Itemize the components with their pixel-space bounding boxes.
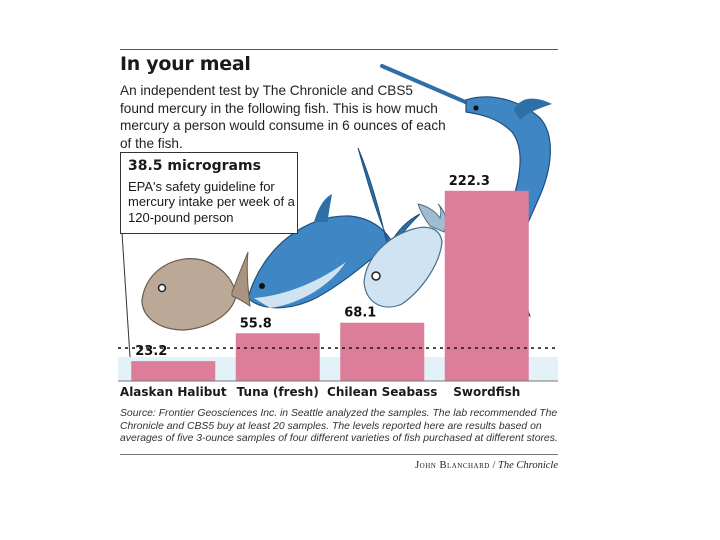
tuna-tail	[357, 147, 421, 249]
value-labels-layer: 23.2 55.8 68.1 222.3	[135, 174, 490, 359]
value-label-tuna-fresh: 55.8	[240, 316, 272, 331]
tuna-illustration	[247, 147, 421, 309]
callout-leader-line	[121, 232, 131, 358]
bar-swordfish	[444, 190, 529, 381]
halibut-eye	[157, 283, 167, 293]
value-label-alaskan-halibut: 23.2	[135, 344, 167, 359]
category-label-alaskan-halibut: Alaskan Halibut	[120, 385, 227, 399]
credit-line: John Blanchard / The Chronicle	[415, 460, 558, 471]
halibut-body	[141, 258, 237, 331]
swordfish-bill	[380, 64, 472, 106]
seabass-eye	[371, 271, 381, 281]
bar-chilean-seabass	[340, 322, 425, 381]
category-label-chilean-seabass: Chilean Seabass	[327, 385, 437, 399]
guideline-value: 38.5 micrograms	[128, 158, 261, 174]
category-label-tuna-fresh: Tuna (fresh)	[237, 385, 319, 399]
value-label-swordfish: 222.3	[449, 174, 490, 189]
bar-tuna-fresh	[235, 333, 320, 381]
category-label-swordfish: Swordfish	[453, 385, 520, 399]
tuna-eye	[259, 283, 265, 289]
bar-alaskan-halibut	[131, 361, 216, 381]
seabass-tail	[417, 203, 447, 233]
graphic-title: In your meal	[120, 53, 251, 75]
bars-layer	[131, 190, 529, 381]
guideline-callout: 38.5 micrograms EPA's safety guideline f…	[120, 152, 298, 234]
bottom-rule	[120, 454, 558, 455]
source-note: Source: Frontier Geosciences Inc. in Sea…	[120, 408, 558, 445]
seabass-body	[363, 226, 443, 308]
credit-separator: /	[489, 460, 499, 471]
halibut-tail	[231, 251, 251, 308]
halibut-illustration	[141, 251, 251, 331]
swordfish-dorsal-fin	[514, 98, 552, 120]
intro-text: An independent test by The Chronicle and…	[120, 83, 446, 151]
value-label-chilean-seabass: 68.1	[344, 306, 376, 321]
guideline-description: EPA's safety guideline for mercury intak…	[128, 179, 295, 225]
swordfish-eye	[473, 105, 479, 111]
tuna-dorsal-fin	[314, 194, 332, 222]
top-rule	[120, 49, 558, 50]
category-labels-layer: Alaskan Halibut Tuna (fresh) Chilean Seaba…	[120, 385, 520, 399]
seabass-illustration	[363, 203, 447, 308]
credit-publication: The Chronicle	[498, 460, 558, 471]
tuna-belly	[254, 262, 346, 308]
credit-author: John Blanchard	[415, 460, 490, 471]
